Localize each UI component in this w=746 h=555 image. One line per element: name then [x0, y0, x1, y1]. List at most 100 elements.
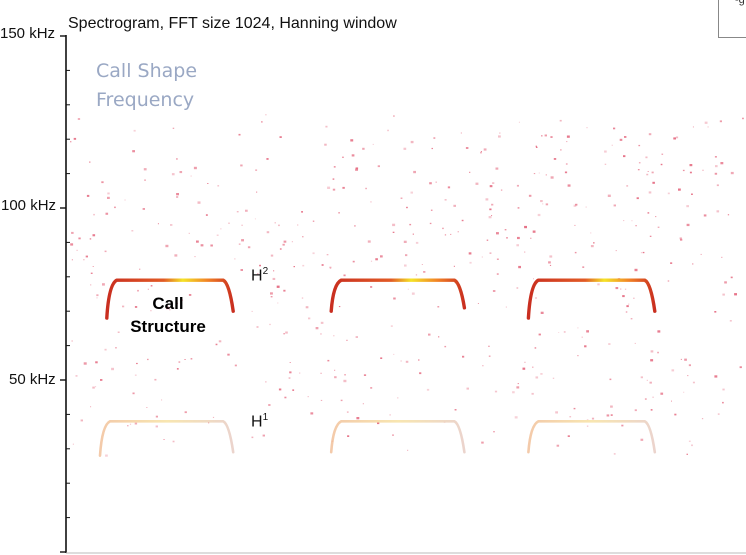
noise-speck	[301, 211, 303, 213]
noise-speck	[522, 367, 526, 370]
noise-speck	[241, 239, 244, 242]
noise-speck	[535, 297, 537, 299]
noise-speck	[559, 119, 562, 122]
noise-speck	[83, 362, 87, 365]
noise-speck	[540, 311, 544, 314]
noise-speck	[377, 422, 380, 425]
noise-speck	[462, 355, 465, 358]
noise-speck	[134, 422, 138, 425]
call-contour-h1-5	[527, 420, 657, 454]
noise-speck	[586, 330, 589, 333]
noise-speck	[89, 161, 91, 163]
noise-speck	[105, 212, 109, 215]
noise-speck	[491, 203, 494, 206]
noise-speck	[354, 225, 356, 227]
noise-speck	[289, 362, 291, 363]
noise-speck	[604, 163, 607, 165]
noise-speck	[325, 125, 328, 128]
noise-speck	[154, 378, 157, 381]
noise-speck	[289, 371, 292, 374]
noise-speck	[624, 288, 627, 290]
noise-speck	[100, 379, 103, 381]
noise-speck	[134, 306, 138, 308]
noise-speck	[105, 454, 108, 457]
noise-speck	[489, 252, 492, 254]
noise-speck	[274, 222, 276, 224]
noise-speck	[217, 185, 220, 187]
noise-speck	[278, 388, 282, 391]
noise-speck	[90, 406, 92, 408]
noise-speck	[181, 299, 183, 301]
noise-speck	[590, 232, 592, 234]
noise-speck	[324, 143, 327, 146]
noise-speck	[550, 176, 554, 179]
noise-speck	[208, 422, 210, 424]
noise-speck	[370, 201, 372, 203]
noise-speck	[124, 199, 126, 201]
noise-speck	[610, 405, 613, 408]
noise-speck	[197, 201, 201, 204]
noise-speck	[190, 358, 193, 360]
noise-speck	[238, 133, 241, 136]
noise-speck	[692, 263, 694, 265]
noise-speck	[577, 327, 579, 329]
noise-speck	[355, 168, 358, 171]
call-structure-line-1: Call	[152, 294, 184, 313]
noise-speck	[480, 151, 482, 152]
noise-speck	[667, 192, 670, 195]
chart-title: Spectrogram, FFT size 1024, Hanning wind…	[68, 15, 397, 32]
noise-speck	[72, 443, 74, 445]
noise-speck	[650, 359, 654, 362]
noise-speck	[469, 171, 471, 173]
noise-speck	[532, 366, 534, 368]
call-structure-line-2: Structure	[130, 317, 206, 336]
noise-speck	[430, 209, 433, 211]
noise-speck	[566, 141, 568, 143]
noise-speck	[200, 244, 204, 247]
noise-speck	[703, 214, 707, 217]
noise-speck	[293, 266, 295, 268]
noise-speck	[714, 311, 717, 313]
noise-speck	[724, 281, 727, 284]
noise-speck	[505, 306, 507, 308]
noise-speck	[111, 367, 114, 371]
noise-speck	[172, 440, 175, 443]
noise-speck	[524, 251, 526, 253]
noise-speck	[340, 399, 343, 402]
noise-speck	[174, 254, 178, 257]
noise-speck	[531, 392, 534, 395]
noise-speck	[150, 285, 153, 287]
noise-speck	[634, 342, 636, 344]
noise-speck	[674, 413, 677, 416]
noise-speck	[272, 277, 276, 280]
noise-speck	[552, 377, 555, 379]
noise-speck	[636, 197, 639, 200]
noise-speck	[284, 396, 287, 399]
noise-speck	[169, 309, 171, 311]
noise-speck	[136, 362, 138, 365]
noise-speck	[95, 361, 98, 364]
noise-speck	[489, 208, 492, 211]
harmonic-2-label: H2	[251, 266, 268, 285]
noise-speck	[107, 196, 110, 199]
noise-speck	[517, 207, 520, 209]
noise-speck	[80, 419, 83, 422]
noise-speck	[660, 392, 664, 395]
noise-speck	[115, 347, 117, 349]
noise-speck	[496, 232, 499, 235]
noise-speck	[637, 169, 640, 171]
noise-speck	[178, 361, 181, 363]
noise-speck	[613, 453, 616, 455]
harmonic-1-base: H	[251, 413, 263, 431]
ytick-label-50: 50 kHz	[9, 371, 56, 388]
noise-speck	[315, 327, 319, 330]
noise-speck	[485, 198, 489, 201]
noise-speck	[327, 359, 330, 362]
noise-speck	[400, 360, 402, 362]
harmonic-2-sup: 2	[262, 266, 269, 277]
noise-speck	[77, 118, 81, 120]
noise-speck	[481, 256, 483, 258]
noise-speck	[540, 200, 543, 203]
noise-speck	[283, 240, 287, 243]
